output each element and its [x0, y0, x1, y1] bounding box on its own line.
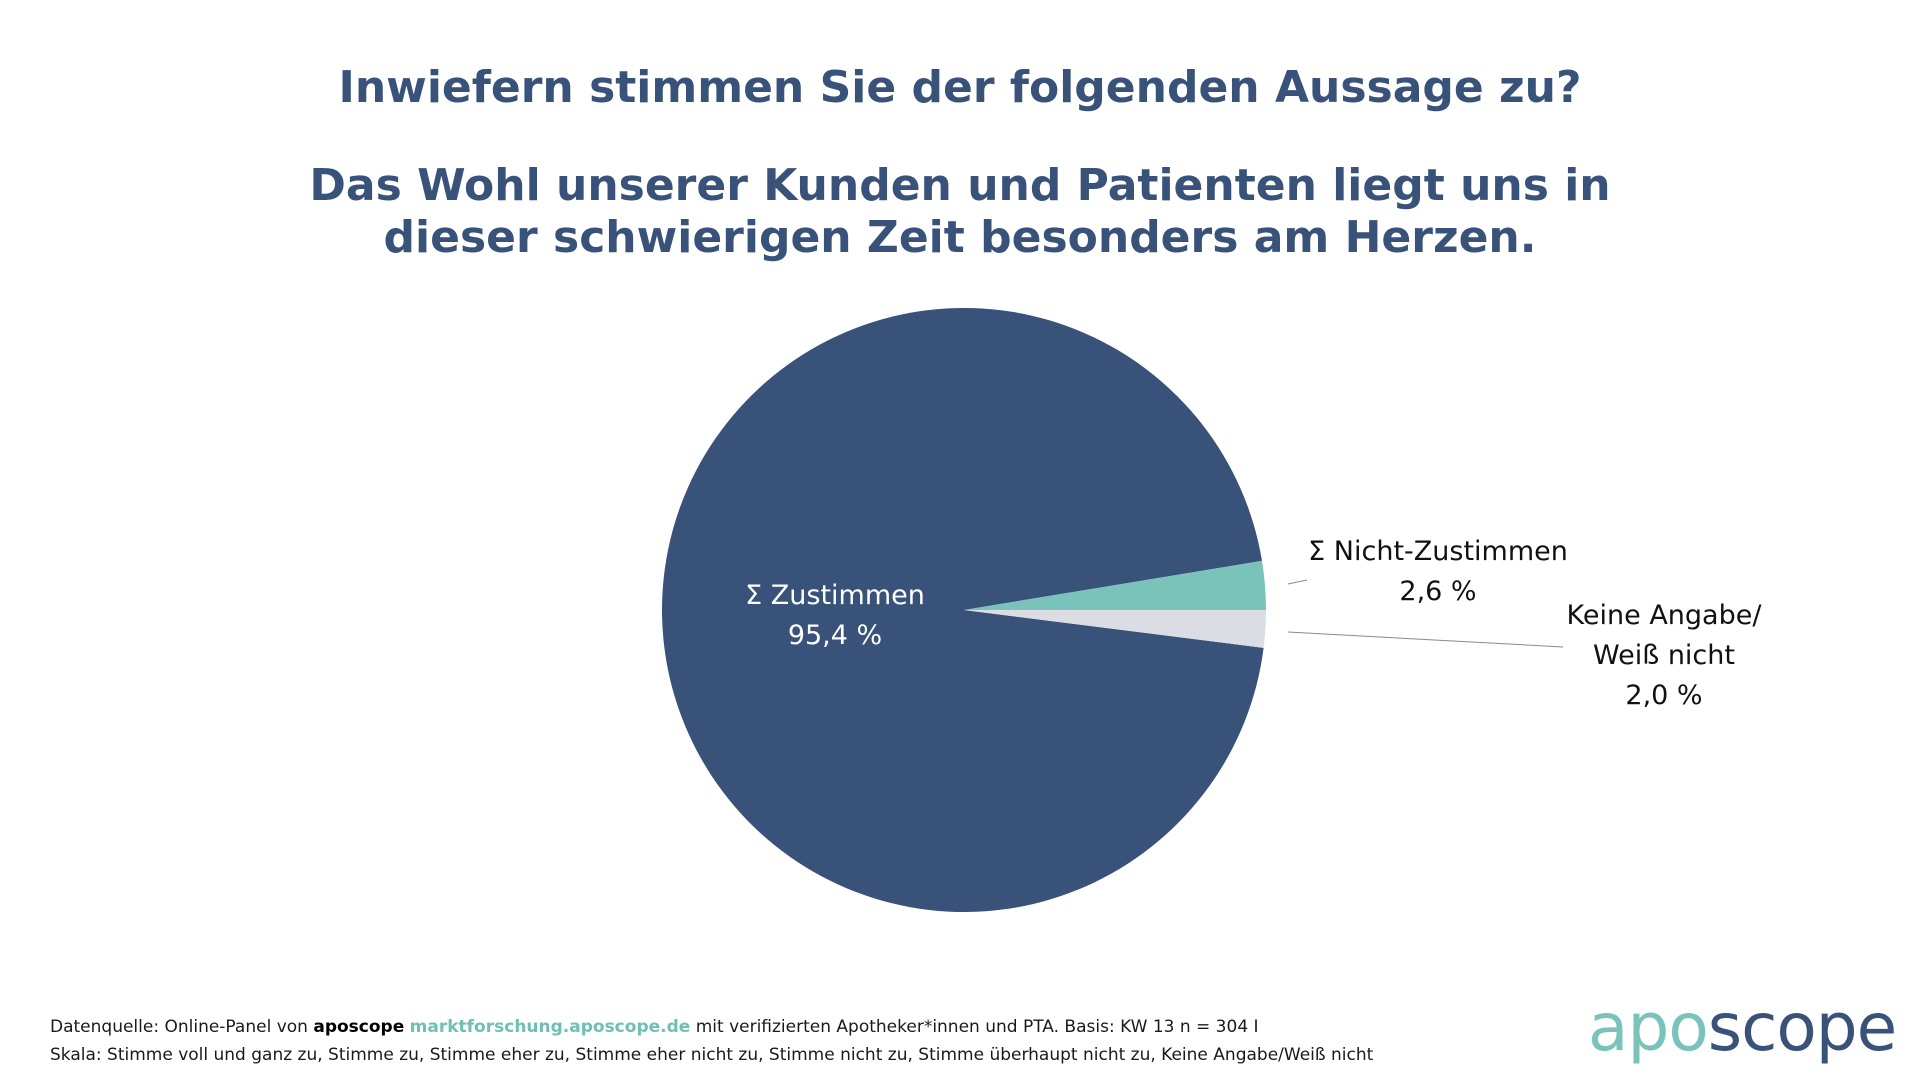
- footer-link[interactable]: marktforschung.aposcope.de: [409, 1017, 691, 1037]
- label-keine-angabe-name-line-2: Weiß nicht: [1593, 640, 1735, 671]
- label-nicht-zustimmen-value: 2,6 %: [1399, 576, 1476, 607]
- pie-slice-nicht-zustimmen: [964, 560, 1266, 610]
- chart-title-question: Inwiefern stimmen Sie der folgenden Auss…: [338, 62, 1582, 113]
- label-keine-angabe-name-line-1: Keine Angabe/: [1567, 600, 1763, 631]
- chart-title-statement-line-1: Das Wohl unserer Kunden und Patienten li…: [309, 160, 1611, 211]
- footer-source-prefix: Datenquelle: Online-Panel von: [50, 1017, 314, 1037]
- pie-slice-keine-angabe: [964, 610, 1266, 648]
- leader-line-nicht-zustimmen: [1287, 579, 1308, 585]
- chart-title-statement: Das Wohl unserer Kunden und Patienten li…: [0, 160, 1920, 264]
- pie-slice-zustimmen: [661, 308, 1264, 913]
- footer-source: Datenquelle: Online-Panel von aposcope m…: [50, 1013, 1373, 1069]
- label-zustimmen-value: 95,4 %: [788, 620, 882, 651]
- footer-source-suffix: mit verifizierten Apotheker*innen und PT…: [690, 1017, 1259, 1037]
- leader-line-keine-angabe: [1287, 631, 1564, 648]
- footer-brand-name: aposcope: [313, 1017, 405, 1037]
- chart-title-statement-line-2: dieser schwierigen Zeit besonders am Her…: [383, 212, 1537, 263]
- aposcope-logo: aposcope: [1588, 988, 1898, 1068]
- logo-part-scope: scope: [1707, 989, 1898, 1066]
- footer-source-line: Datenquelle: Online-Panel von aposcope m…: [50, 1013, 1373, 1041]
- label-nicht-zustimmen-name: Σ Nicht-Zustimmen: [1308, 536, 1568, 567]
- footer-scale-line: Skala: Stimme voll und ganz zu, Stimme z…: [50, 1045, 1374, 1065]
- logo-part-apo: apo: [1588, 989, 1709, 1066]
- label-keine-angabe-value: 2,0 %: [1625, 680, 1702, 711]
- label-zustimmen-name: Σ Zustimmen: [745, 580, 925, 611]
- pie-chart: Σ Zustimmen 95,4 % Σ Nicht-Zustimmen 2,6 % K…: [661, 308, 1763, 913]
